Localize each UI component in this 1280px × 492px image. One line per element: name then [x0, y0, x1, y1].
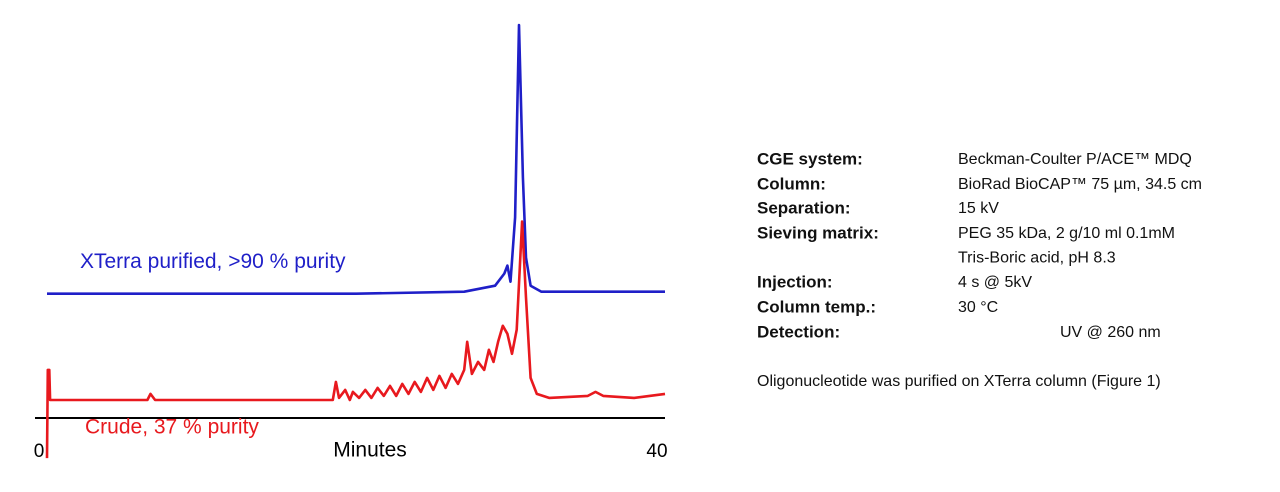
condition-value: UV @ 260 nm: [1060, 324, 1161, 341]
condition-label: Injection:: [757, 272, 833, 291]
condition-label: Separation:: [757, 198, 851, 217]
condition-label: CGE system:: [757, 149, 863, 168]
series-label: XTerra purified, >90 % purity: [80, 250, 346, 273]
condition-label: Column:: [757, 174, 826, 193]
x-tick-label: 0: [34, 441, 45, 462]
condition-value: 15 kV: [958, 200, 999, 217]
footnote: Oligonucleotide was purified on XTerra c…: [757, 373, 1161, 390]
condition-value: BioRad BioCAP™ 75 µm, 34.5 cm: [958, 176, 1202, 193]
x-tick-label: 40: [646, 441, 667, 462]
condition-value: 30 °C: [958, 299, 998, 316]
condition-label: Column temp.:: [757, 297, 876, 316]
x-axis-label: Minutes: [333, 439, 407, 462]
trace: [47, 23, 665, 295]
series-label: Crude, 37 % purity: [85, 416, 259, 439]
condition-label: Sieving matrix:: [757, 223, 879, 242]
condition-value: Beckman-Coulter P/ACE™ MDQ: [958, 151, 1192, 168]
trace: [45, 220, 666, 459]
condition-value: Tris-Boric acid, pH 8.3: [958, 250, 1116, 267]
condition-label: Detection:: [757, 322, 840, 341]
condition-value: 4 s @ 5kV: [958, 274, 1032, 291]
condition-value: PEG 35 kDa, 2 g/10 ml 0.1mM: [958, 225, 1175, 242]
